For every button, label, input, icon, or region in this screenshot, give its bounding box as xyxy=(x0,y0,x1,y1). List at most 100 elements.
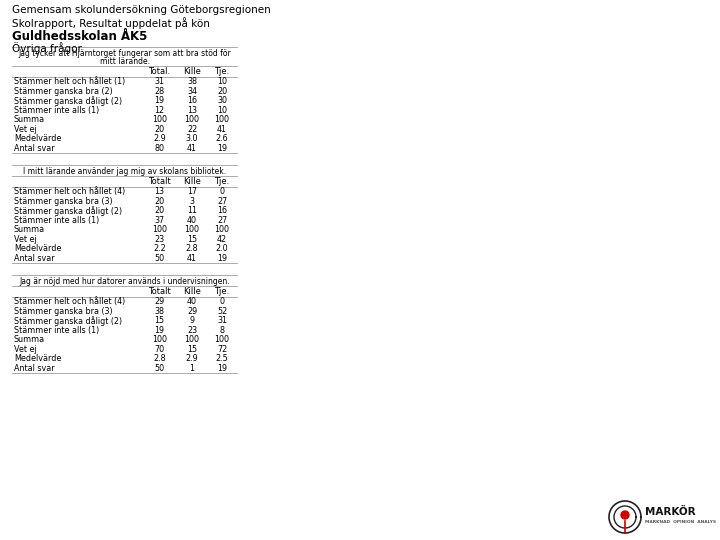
Text: 10: 10 xyxy=(217,106,227,115)
Text: 52: 52 xyxy=(217,307,227,316)
Text: Stämmer ganska dåligt (2): Stämmer ganska dåligt (2) xyxy=(14,316,122,326)
Text: 20: 20 xyxy=(154,125,165,134)
Text: 2.6: 2.6 xyxy=(216,134,228,143)
Text: 15: 15 xyxy=(187,235,197,244)
Text: Antal svar: Antal svar xyxy=(14,144,55,153)
Text: 30: 30 xyxy=(217,96,227,105)
Text: Totalt: Totalt xyxy=(148,177,171,186)
Text: 3.0: 3.0 xyxy=(186,134,198,143)
Text: Guldhedsskolan ÅK5: Guldhedsskolan ÅK5 xyxy=(12,30,148,43)
Text: 37: 37 xyxy=(154,216,165,225)
Text: 2.8: 2.8 xyxy=(186,244,198,253)
Text: mitt lärande.: mitt lärande. xyxy=(99,57,150,66)
Text: 19: 19 xyxy=(217,144,227,153)
Text: 22: 22 xyxy=(187,125,197,134)
Text: 13: 13 xyxy=(187,106,197,115)
Text: 31: 31 xyxy=(217,316,227,325)
Text: 27: 27 xyxy=(217,197,227,206)
Text: Medelvärde: Medelvärde xyxy=(14,354,61,363)
Text: 50: 50 xyxy=(154,254,165,263)
Text: Tje.: Tje. xyxy=(215,67,230,76)
Text: Vet ej: Vet ej xyxy=(14,125,37,134)
Text: 42: 42 xyxy=(217,235,227,244)
Text: 29: 29 xyxy=(187,307,197,316)
Text: 80: 80 xyxy=(155,144,164,153)
Text: 100: 100 xyxy=(184,335,199,345)
Text: Stämmer helt och hållet (4): Stämmer helt och hållet (4) xyxy=(14,297,125,306)
Text: Övriga frågor: Övriga frågor xyxy=(12,42,82,54)
Text: 13: 13 xyxy=(155,187,164,196)
Text: 100: 100 xyxy=(215,335,230,345)
Text: Stämmer ganska bra (2): Stämmer ganska bra (2) xyxy=(14,87,113,96)
Text: MARKNAD  OPINION  ANALYS: MARKNAD OPINION ANALYS xyxy=(645,520,716,524)
Text: 28: 28 xyxy=(154,87,165,96)
Text: 10: 10 xyxy=(217,77,227,86)
Text: 19: 19 xyxy=(154,96,165,105)
Text: 3: 3 xyxy=(189,197,194,206)
Text: 9: 9 xyxy=(189,316,194,325)
Text: 19: 19 xyxy=(217,364,227,373)
Text: 34: 34 xyxy=(187,87,197,96)
Text: Stämmer inte alls (1): Stämmer inte alls (1) xyxy=(14,106,99,115)
Text: I mitt lärande använder jag mig av skolans bibliotek.: I mitt lärande använder jag mig av skola… xyxy=(23,167,226,176)
Text: 100: 100 xyxy=(184,115,199,124)
Text: 19: 19 xyxy=(154,326,165,335)
Text: Antal svar: Antal svar xyxy=(14,364,55,373)
Text: Summa: Summa xyxy=(14,225,45,234)
Text: 38: 38 xyxy=(187,77,197,86)
Text: 15: 15 xyxy=(187,345,197,354)
Text: Vet ej: Vet ej xyxy=(14,345,37,354)
Text: 2.9: 2.9 xyxy=(153,134,166,143)
Text: Kille: Kille xyxy=(183,67,201,76)
Text: Medelvärde: Medelvärde xyxy=(14,134,61,143)
Text: Tje.: Tje. xyxy=(215,177,230,186)
Text: 100: 100 xyxy=(152,225,167,234)
Text: 27: 27 xyxy=(217,216,227,225)
Text: Kille: Kille xyxy=(183,287,201,296)
Text: Medelvärde: Medelvärde xyxy=(14,244,61,253)
Text: 16: 16 xyxy=(187,96,197,105)
Text: 40: 40 xyxy=(187,216,197,225)
Text: Total.: Total. xyxy=(148,67,171,76)
Text: Stämmer ganska bra (3): Stämmer ganska bra (3) xyxy=(14,307,112,316)
Text: 72: 72 xyxy=(217,345,227,354)
Text: 41: 41 xyxy=(187,144,197,153)
Text: 17: 17 xyxy=(187,187,197,196)
Text: 23: 23 xyxy=(154,235,165,244)
Text: 31: 31 xyxy=(155,77,164,86)
Text: 38: 38 xyxy=(155,307,164,316)
Text: 100: 100 xyxy=(152,335,167,345)
Text: 2.5: 2.5 xyxy=(215,354,228,363)
Text: 29: 29 xyxy=(154,297,165,306)
Text: 12: 12 xyxy=(154,106,165,115)
Text: Stämmer ganska dåligt (2): Stämmer ganska dåligt (2) xyxy=(14,96,122,106)
Text: Stämmer inte alls (1): Stämmer inte alls (1) xyxy=(14,216,99,225)
Text: 0: 0 xyxy=(220,297,225,306)
Text: Kille: Kille xyxy=(183,177,201,186)
Text: Jag tycker att Hjärntorget fungerar som att bra stöd för: Jag tycker att Hjärntorget fungerar som … xyxy=(18,49,231,58)
Text: 0: 0 xyxy=(220,187,225,196)
Text: Vet ej: Vet ej xyxy=(14,235,37,244)
Text: 50: 50 xyxy=(154,364,165,373)
Text: 70: 70 xyxy=(154,345,165,354)
Text: 2.2: 2.2 xyxy=(153,244,166,253)
Text: Tje.: Tje. xyxy=(215,287,230,296)
Text: 2.0: 2.0 xyxy=(216,244,228,253)
Text: Gemensam skolundersökning Göteborgsregionen: Gemensam skolundersökning Göteborgsregio… xyxy=(12,5,271,15)
Text: 20: 20 xyxy=(217,87,227,96)
Text: 19: 19 xyxy=(217,254,227,263)
Text: Stämmer inte alls (1): Stämmer inte alls (1) xyxy=(14,326,99,335)
Text: Antal svar: Antal svar xyxy=(14,254,55,263)
Text: 23: 23 xyxy=(187,326,197,335)
Text: 20: 20 xyxy=(154,206,165,215)
Text: 2.9: 2.9 xyxy=(186,354,199,363)
Circle shape xyxy=(621,511,629,519)
Text: 41: 41 xyxy=(217,125,227,134)
Text: Skolrapport, Resultat uppdelat på kön: Skolrapport, Resultat uppdelat på kön xyxy=(12,17,210,29)
Text: Stämmer ganska dåligt (2): Stämmer ganska dåligt (2) xyxy=(14,206,122,215)
Text: Summa: Summa xyxy=(14,115,45,124)
Text: 16: 16 xyxy=(217,206,227,215)
Text: MARKÖR: MARKÖR xyxy=(645,507,696,517)
Text: Jag är nöjd med hur datorer används i undervisningen.: Jag är nöjd med hur datorer används i un… xyxy=(19,277,230,286)
Text: Totalt: Totalt xyxy=(148,287,171,296)
